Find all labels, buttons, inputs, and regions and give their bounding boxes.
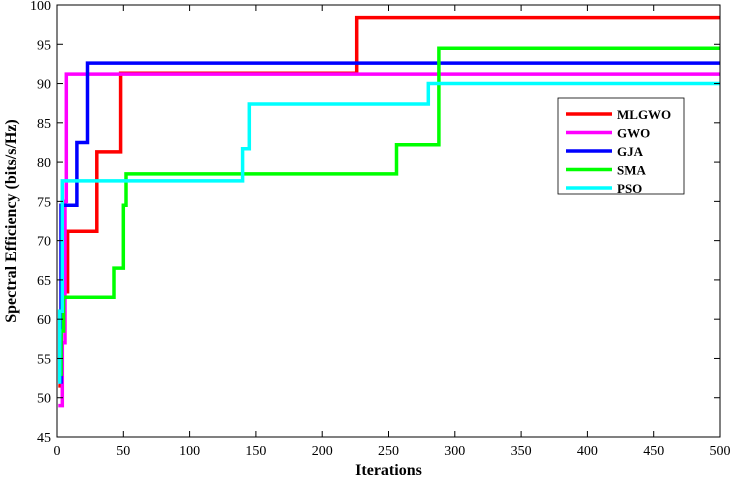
x-tick-label: 50: [116, 444, 130, 459]
x-tick-label: 400: [577, 444, 598, 459]
x-tick-label: 500: [710, 444, 731, 459]
y-tick-label: 65: [37, 274, 51, 289]
y-tick-label: 50: [37, 392, 51, 407]
legend-label-sma: SMA: [617, 163, 647, 178]
series-line-sma: [58, 46, 720, 376]
y-tick-label: 60: [37, 313, 51, 328]
series-layer: [57, 15, 720, 408]
x-axis: 0 50 100 150 200 250 300 350 400 450 500: [54, 5, 731, 459]
legend-label-pso: PSO: [617, 181, 642, 196]
legend-label-gja: GJA: [617, 144, 644, 159]
legend: MLGWO GWO GJA SMA PSO: [557, 97, 685, 196]
y-tick-label: 75: [37, 195, 51, 210]
y-tick-label: 80: [37, 156, 51, 171]
y-tick-label: 70: [37, 235, 51, 250]
y-tick-label: 95: [37, 38, 51, 53]
y-tick-label: 85: [37, 117, 51, 132]
y-tick-label: 100: [30, 0, 51, 14]
y-axis: 45 50 55 60 65 70 75 80 85 90 95 100: [30, 0, 720, 446]
x-tick-label: 150: [245, 444, 266, 459]
x-tick-label: 450: [643, 444, 664, 459]
legend-label-gwo: GWO: [617, 126, 650, 141]
x-axis-label: Iterations: [355, 462, 422, 479]
x-tick-label: 350: [511, 444, 532, 459]
y-tick-label: 90: [37, 78, 51, 93]
legend-label-mlgwo: MLGWO: [617, 107, 671, 122]
y-axis-label: Spectral Efficiency (bits/s/Hz): [3, 119, 20, 323]
x-tick-label: 200: [312, 444, 333, 459]
series-line-gwo: [58, 72, 720, 408]
series-line-pso: [57, 81, 720, 384]
x-tick-label: 300: [444, 444, 465, 459]
y-tick-label: 55: [37, 352, 51, 367]
plot-background: [57, 5, 720, 437]
x-tick-label: 0: [54, 444, 61, 459]
y-tick-label: 45: [37, 431, 51, 446]
x-tick-label: 250: [378, 444, 399, 459]
x-tick-label: 100: [179, 444, 200, 459]
